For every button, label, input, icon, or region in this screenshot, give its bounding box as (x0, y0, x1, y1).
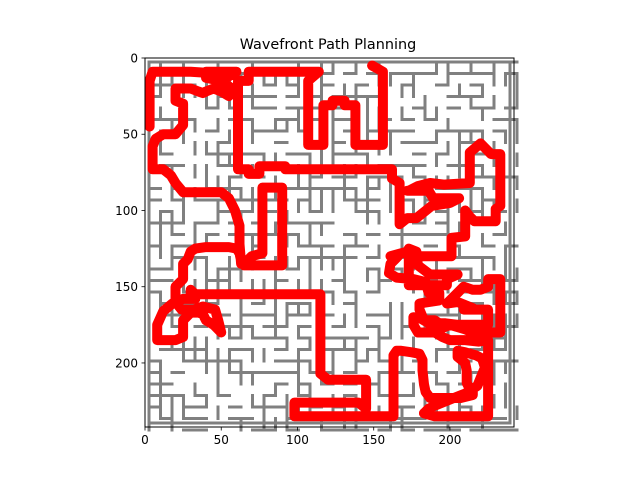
wavefront-path-line (144, 60, 506, 422)
path-layer (144, 60, 506, 422)
y-tick-label: 200 (115, 356, 138, 370)
x-axis: 0 50 100 150 200 (141, 427, 461, 447)
maze-border (147, 60, 512, 425)
x-tick-label: 100 (286, 433, 309, 447)
x-tick-label: 0 (141, 433, 149, 447)
chart-title: Wavefront Path Planning (240, 37, 416, 53)
y-tick-label: 50 (123, 128, 138, 142)
path-goal-point (419, 408, 430, 419)
y-tick-label: 150 (115, 280, 138, 294)
plot-area (144, 57, 519, 432)
y-axis: 0 50 100 150 200 (115, 52, 145, 370)
path-start-point (367, 60, 378, 71)
x-tick-label: 200 (439, 433, 462, 447)
x-tick-label: 50 (214, 433, 229, 447)
y-tick-label: 100 (115, 204, 138, 218)
axes-frame (144, 57, 515, 428)
x-tick-label: 150 (362, 433, 385, 447)
y-tick-label: 0 (130, 52, 138, 66)
